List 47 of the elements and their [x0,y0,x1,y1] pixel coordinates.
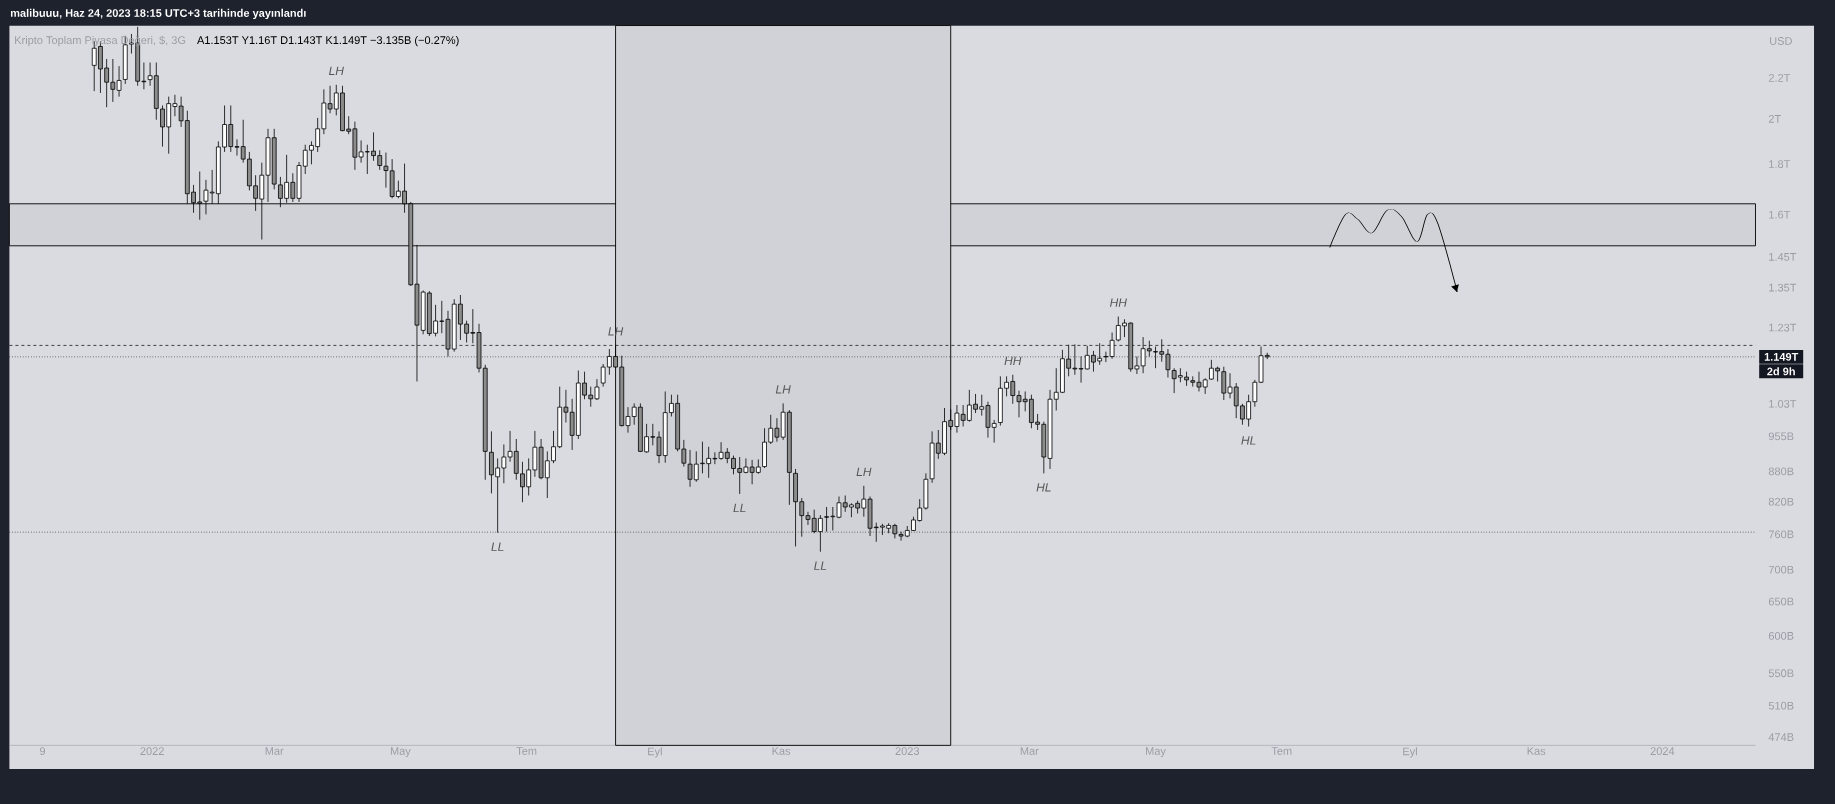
annotation: HH [1110,298,1127,307]
y-tick-label: 1.8T [1769,160,1791,168]
annotation: LH [775,385,791,394]
x-tick-label: May [390,747,411,758]
x-tick-label: Mar [1020,747,1039,755]
y-tick-label: 1.03T [1769,399,1797,408]
y-tick-label: 600B [1768,632,1794,640]
y-tick-label: 510B [1768,701,1794,710]
x-tick-label: Kas [1527,747,1546,755]
text: 2d 9h [1767,367,1795,376]
annotation: LH [328,66,344,75]
y-tick-label: 1.23T [1769,323,1797,332]
x-tick-label: 2024 [1650,747,1675,756]
x-tick-label: Kas [772,747,791,755]
annotation: LL [733,503,746,513]
x-tick-label: Tem [1271,747,1292,755]
y-tick-label: 760B [1768,530,1794,539]
annotation: LL [814,561,827,570]
y-tick-label: 1.6T [1769,210,1791,219]
y-tick-label: 650B [1768,597,1794,606]
y-tick-label: 880B [1768,467,1794,476]
annotation: HL [1036,483,1051,492]
y-tick-label: 1.35T [1769,283,1797,292]
x-tick-label: Mar [265,747,284,755]
annotation: LH [856,467,872,476]
x-tick-label: Eyl [648,747,662,758]
y-tick-label: 2.2T [1768,74,1791,82]
annotation: LL [491,542,504,551]
x-tick-label: 2022 [140,747,164,756]
x-tick-label: Tem [516,747,537,755]
y-tick-label: 474B [1768,733,1794,741]
x-tick-label: 2023 [895,747,920,756]
y-tick-label: 820B [1768,497,1794,506]
y-tick-label: 1.45T [1769,253,1797,261]
x-tick-label: Eyl [1403,747,1417,758]
y-tick-label: 955B [1768,432,1794,441]
y-tick-label: 700B [1768,565,1794,574]
y-tick-label: 550B [1768,669,1794,678]
annotation: HL [1241,436,1256,445]
x-tick-label: May [1146,747,1166,758]
y-axis-title: USD [1770,37,1792,45]
ref-line-label: 1.149T [1764,352,1799,361]
y-tick-label: 2T [1768,115,1781,123]
x-tick-label: 9 [39,747,46,756]
text: malibuuu, Haz 24, 2023 18:15 UTC+3 tarihinde yayınlandı [10,8,306,20]
annotation: HH [1004,356,1022,365]
text: A1.153T Y1.16T D1.143T K1.149T −3.135B (−0.27%) [197,35,459,47]
